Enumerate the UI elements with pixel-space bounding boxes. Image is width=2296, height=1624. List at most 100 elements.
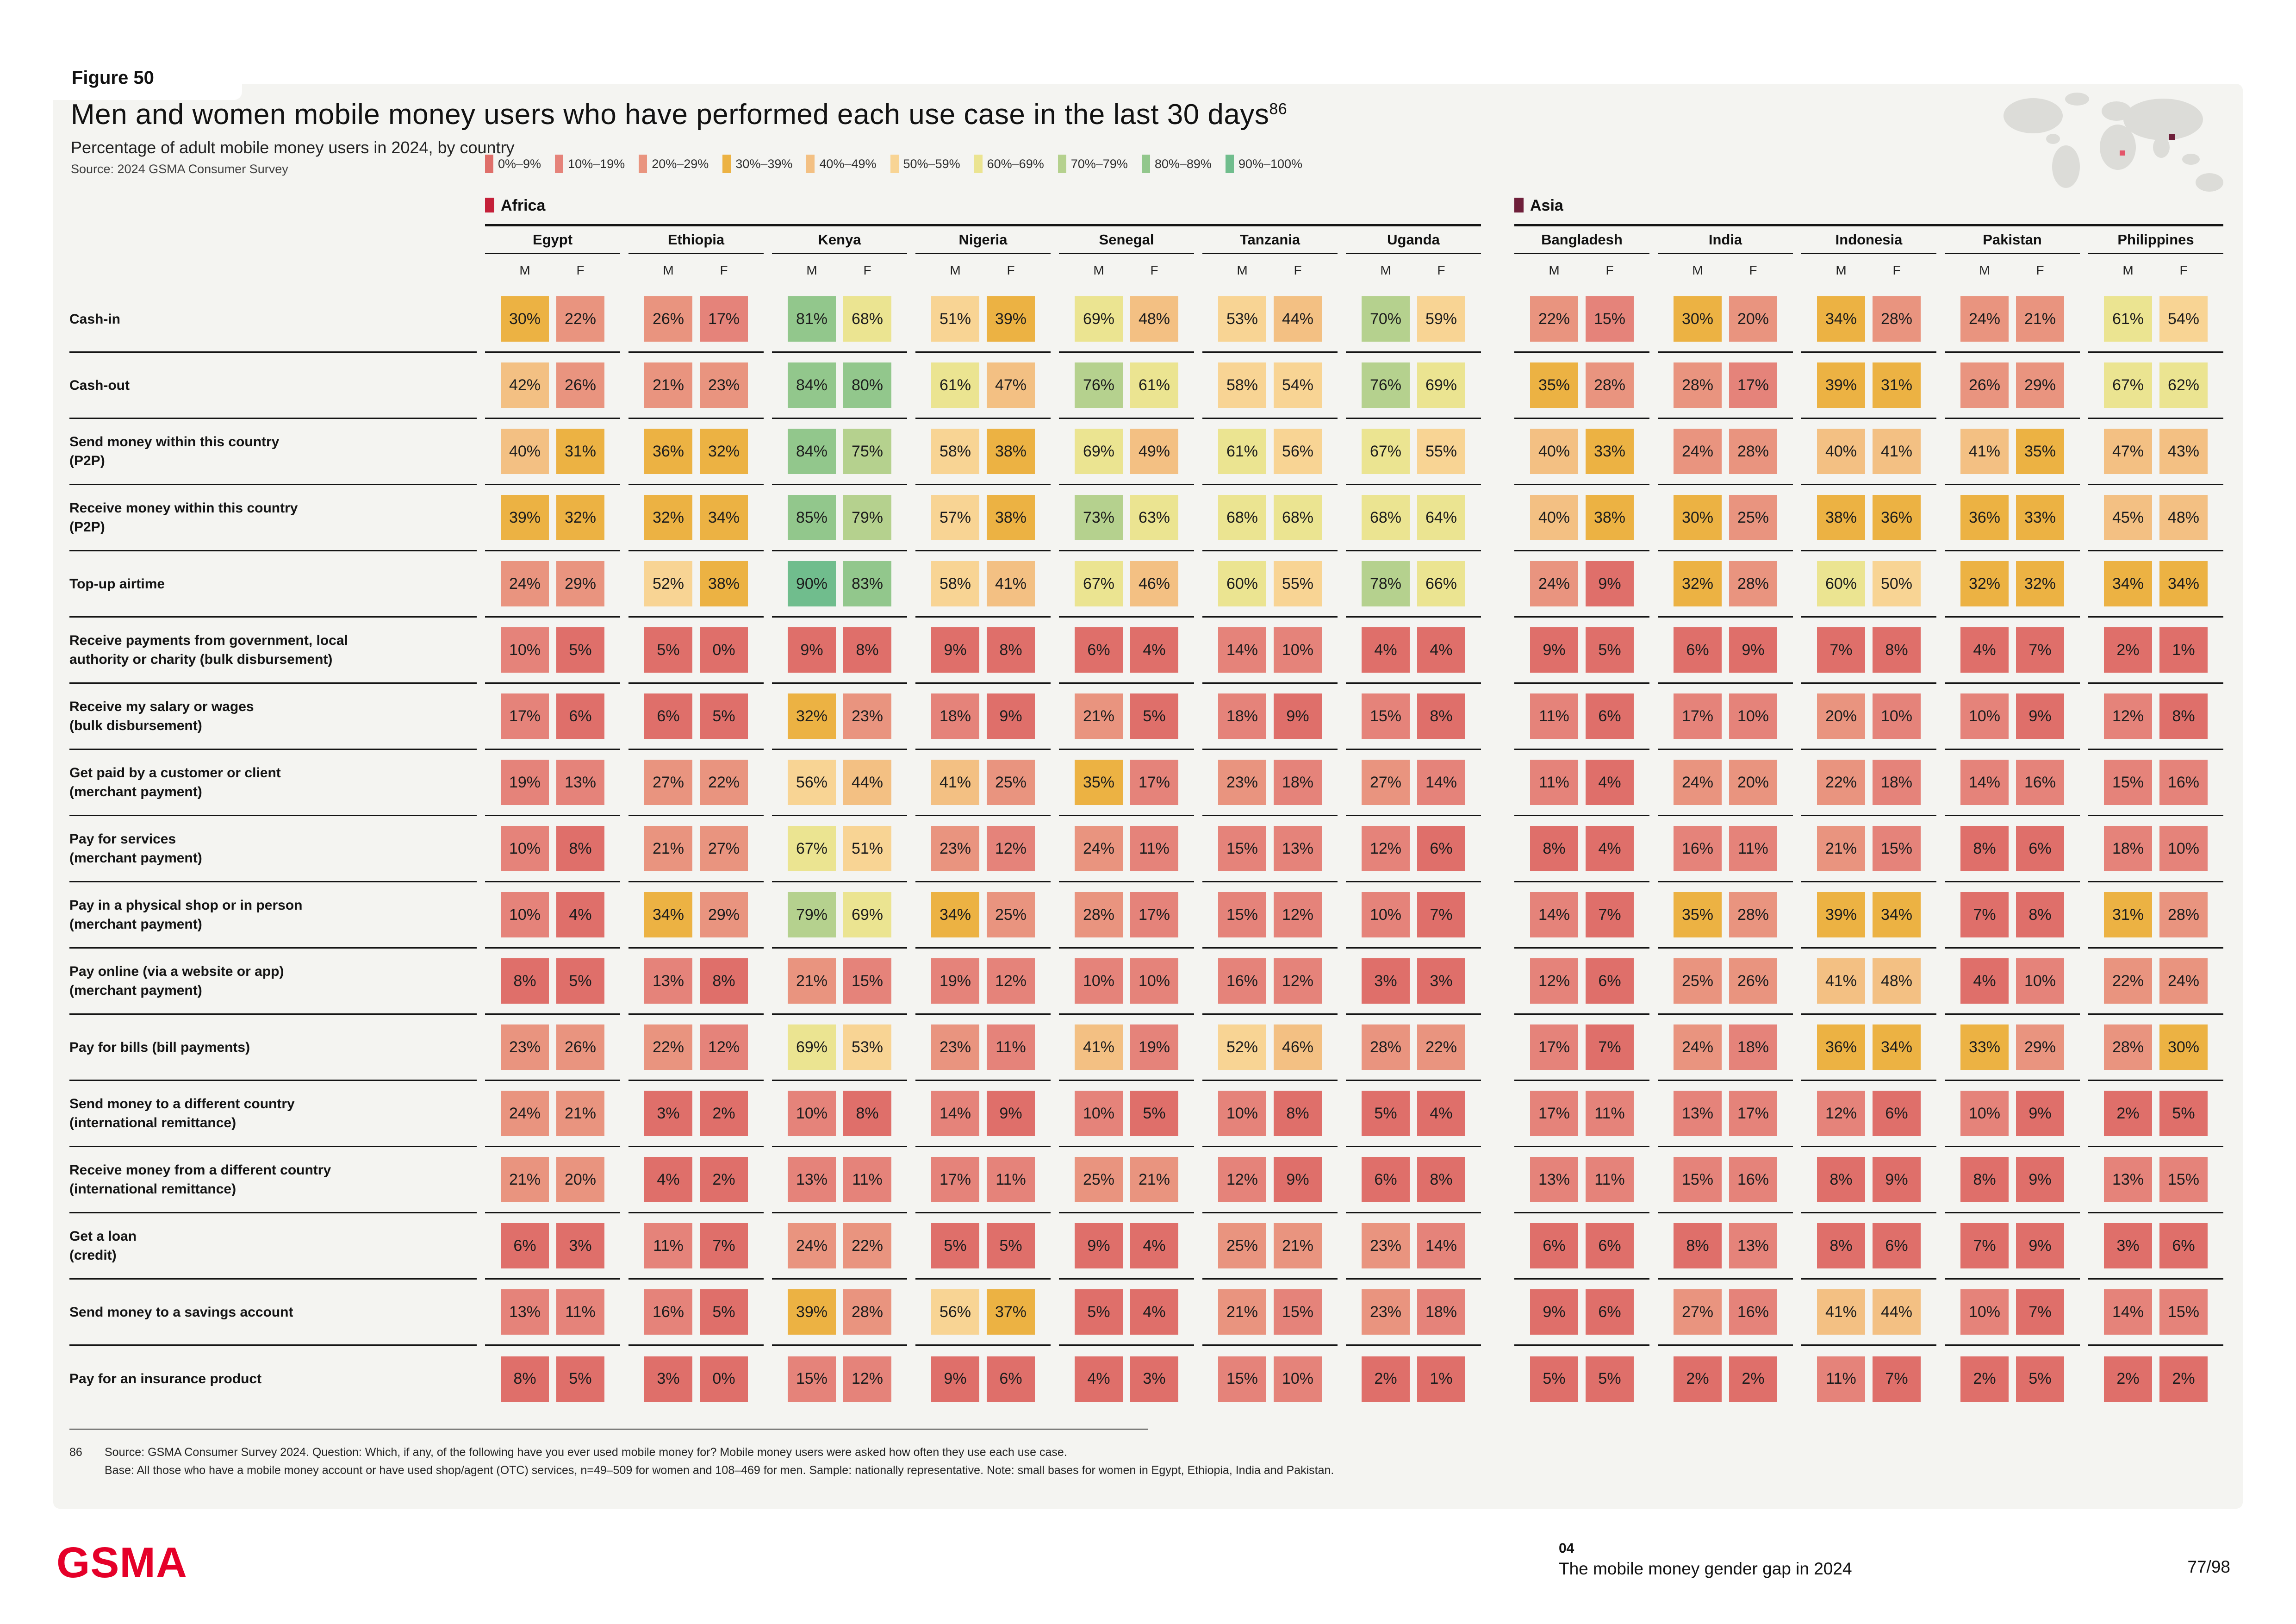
country-header-ethiopia: Ethiopia bbox=[628, 226, 764, 254]
data-cell-senegal: 69% 49% bbox=[1059, 419, 1194, 485]
value-chip-m: 2% bbox=[2104, 1356, 2152, 1402]
value-chip-m: 8% bbox=[1817, 1157, 1865, 1202]
data-cell-pakistan: 33% 29% bbox=[1945, 1015, 2080, 1081]
value-chip-f: 0% bbox=[700, 1356, 748, 1402]
value-chip-f: 4% bbox=[1586, 826, 1634, 871]
value-chip-f: 3% bbox=[1130, 1356, 1178, 1402]
value-chip-m: 5% bbox=[644, 627, 692, 673]
value-chip-f: 28% bbox=[2159, 892, 2208, 937]
value-chip-f: 6% bbox=[1586, 1289, 1634, 1335]
value-chip-m: 15% bbox=[1362, 693, 1410, 739]
value-chip-f: 17% bbox=[1130, 760, 1178, 805]
data-cell-pakistan: 2% 5% bbox=[1945, 1346, 2080, 1412]
value-chip-f: 23% bbox=[700, 362, 748, 408]
value-chip-f: 28% bbox=[1729, 561, 1777, 606]
region-name: Africa bbox=[501, 197, 546, 214]
value-chip-f: 35% bbox=[2016, 429, 2064, 474]
data-cell-kenya: 10% 8% bbox=[772, 1081, 907, 1147]
data-cell-pakistan: 7% 8% bbox=[1945, 882, 2080, 949]
value-chip-m: 14% bbox=[931, 1091, 979, 1136]
value-chip-f: 9% bbox=[987, 693, 1035, 739]
value-chip-f: 69% bbox=[843, 892, 891, 937]
value-chip-m: 31% bbox=[2104, 892, 2152, 937]
data-cell-senegal: 28% 17% bbox=[1059, 882, 1194, 949]
data-cell-kenya: 21% 15% bbox=[772, 949, 907, 1015]
value-chip-f: 18% bbox=[1417, 1289, 1465, 1335]
value-chip-f: 15% bbox=[2159, 1289, 2208, 1335]
data-cell-philippines: 28% 30% bbox=[2088, 1015, 2223, 1081]
value-chip-f: 79% bbox=[843, 495, 891, 540]
region-header-asia: Asia bbox=[1514, 197, 2223, 226]
value-chip-m: 13% bbox=[788, 1157, 836, 1202]
data-cell-pakistan: 32% 32% bbox=[1945, 551, 2080, 618]
data-cell-bangladesh: 17% 11% bbox=[1514, 1081, 1649, 1147]
value-chip-f: 6% bbox=[1873, 1223, 1921, 1268]
row-label-text: Send money within this country bbox=[69, 434, 280, 450]
value-chip-m: 15% bbox=[1674, 1157, 1722, 1202]
value-chip-f: 2% bbox=[1729, 1356, 1777, 1402]
value-chip-f: 5% bbox=[700, 1289, 748, 1335]
data-cell-senegal: 10% 10% bbox=[1059, 949, 1194, 1015]
value-chip-m: 10% bbox=[1960, 693, 2009, 739]
data-cell-philippines: 45% 48% bbox=[2088, 485, 2223, 551]
value-chip-m: 90% bbox=[788, 561, 836, 606]
data-cell-bangladesh: 5% 5% bbox=[1514, 1346, 1649, 1412]
value-chip-f: 7% bbox=[2016, 1289, 2064, 1335]
data-cell-bangladesh: 24% 9% bbox=[1514, 551, 1649, 618]
value-chip-f: 9% bbox=[1729, 627, 1777, 673]
value-chip-f: 32% bbox=[700, 429, 748, 474]
data-cell-ethiopia: 36% 32% bbox=[628, 419, 764, 485]
row-label: Receive payments from government, local a… bbox=[69, 618, 477, 684]
value-chip-f: 64% bbox=[1417, 495, 1465, 540]
value-chip-f: 31% bbox=[1873, 362, 1921, 408]
data-cell-philippines: 22% 24% bbox=[2088, 949, 2223, 1015]
data-cell-india: 15% 16% bbox=[1658, 1147, 1793, 1213]
data-cell-kenya: 84% 75% bbox=[772, 419, 907, 485]
data-cell-egypt: 30% 22% bbox=[485, 287, 620, 353]
data-cell-pakistan: 4% 10% bbox=[1945, 949, 2080, 1015]
value-chip-m: 34% bbox=[1817, 296, 1865, 342]
data-cell-pakistan: 24% 21% bbox=[1945, 287, 2080, 353]
data-cell-india: 8% 13% bbox=[1658, 1213, 1793, 1280]
value-chip-f: 30% bbox=[2159, 1024, 2208, 1070]
legend-label: 10%–19% bbox=[568, 156, 625, 171]
value-chip-m: 5% bbox=[1075, 1289, 1123, 1335]
value-chip-f: 34% bbox=[2159, 561, 2208, 606]
gender-header-m: M bbox=[663, 263, 674, 277]
data-cell-nigeria: 58% 41% bbox=[915, 551, 1051, 618]
row-label-text: Get paid by a customer or client bbox=[69, 765, 281, 781]
data-cell-india: 30% 25% bbox=[1658, 485, 1793, 551]
value-chip-m: 12% bbox=[1218, 1157, 1266, 1202]
gender-header-m: M bbox=[2122, 263, 2134, 277]
value-chip-m: 6% bbox=[1530, 1223, 1578, 1268]
data-cell-philippines: 2% 5% bbox=[2088, 1081, 2223, 1147]
gender-header-m: M bbox=[1692, 263, 1703, 277]
value-chip-m: 4% bbox=[644, 1157, 692, 1202]
value-chip-m: 23% bbox=[1362, 1289, 1410, 1335]
value-chip-m: 21% bbox=[644, 826, 692, 871]
data-cell-uganda: 68% 64% bbox=[1346, 485, 1481, 551]
value-chip-m: 13% bbox=[1674, 1091, 1722, 1136]
value-chip-m: 73% bbox=[1075, 495, 1123, 540]
data-cell-egypt: 39% 32% bbox=[485, 485, 620, 551]
gender-header-m: M bbox=[1979, 263, 1990, 277]
data-cell-egypt: 8% 5% bbox=[485, 1346, 620, 1412]
data-cell-philippines: 12% 8% bbox=[2088, 684, 2223, 750]
value-chip-f: 53% bbox=[843, 1024, 891, 1070]
value-chip-m: 30% bbox=[1674, 296, 1722, 342]
data-cell-kenya: 32% 23% bbox=[772, 684, 907, 750]
data-cell-tanzania: 25% 21% bbox=[1202, 1213, 1338, 1280]
value-chip-m: 5% bbox=[931, 1223, 979, 1268]
value-chip-m: 24% bbox=[1674, 429, 1722, 474]
value-chip-m: 17% bbox=[1674, 693, 1722, 739]
legend-item: 30%–39% bbox=[722, 155, 792, 173]
data-cell-indonesia: 11% 7% bbox=[1801, 1346, 1936, 1412]
value-chip-m: 25% bbox=[1674, 958, 1722, 1004]
value-chip-m: 33% bbox=[1960, 1024, 2009, 1070]
value-chip-f: 17% bbox=[700, 296, 748, 342]
data-cell-bangladesh: 11% 4% bbox=[1514, 750, 1649, 816]
